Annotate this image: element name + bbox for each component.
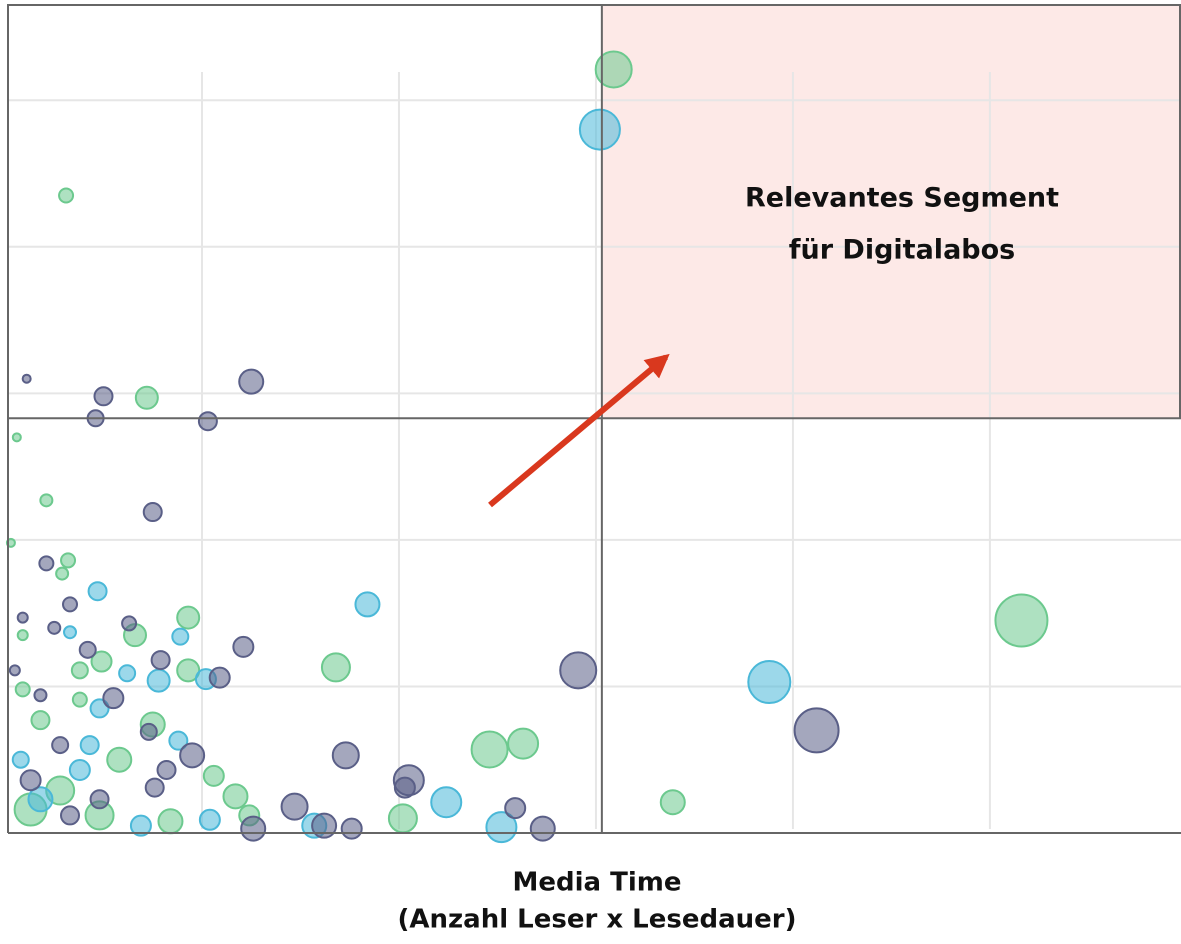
bubble (142, 502, 163, 523)
bubble (62, 596, 79, 613)
bubble (38, 555, 55, 572)
bubble (222, 783, 249, 810)
bubble (179, 742, 206, 769)
bubble (118, 664, 137, 683)
bubble (27, 786, 54, 813)
bubble (68, 758, 91, 781)
bubble (21, 373, 32, 384)
bubble (387, 803, 418, 834)
bubble (430, 786, 463, 819)
x-axis-label: (Anzahl Leser x Lesedauer) (398, 905, 797, 935)
bubble (157, 808, 184, 835)
bubble (30, 710, 51, 731)
bubble (93, 386, 114, 407)
arrow (488, 353, 670, 508)
bubble (47, 620, 62, 635)
bubble (16, 611, 29, 624)
bubble (11, 750, 30, 769)
bubble (144, 777, 165, 798)
bubble (171, 627, 190, 646)
bubble (393, 776, 416, 799)
bubble (311, 812, 338, 839)
bubble (202, 764, 225, 787)
bubble (90, 650, 113, 673)
bubble (33, 688, 48, 703)
bubble (146, 668, 171, 693)
bubble (176, 605, 201, 630)
bubble (578, 108, 621, 151)
bubble (240, 815, 267, 842)
bubble (197, 411, 218, 432)
bubble (507, 727, 540, 760)
bubble (354, 591, 381, 618)
bubble (168, 730, 189, 751)
bubble (320, 652, 351, 683)
bubble (156, 759, 177, 780)
bubble (139, 722, 158, 741)
bubble (559, 651, 598, 690)
bubble (331, 741, 360, 770)
bubble (51, 736, 70, 755)
bubble (55, 566, 70, 581)
bubble (659, 789, 686, 816)
highlight-region (601, 5, 1181, 419)
bubble (198, 808, 221, 831)
bubble (238, 368, 265, 395)
bubble (87, 581, 108, 602)
x-axis-label: Media Time (513, 868, 682, 898)
bubble (71, 691, 88, 708)
bubble (79, 735, 100, 756)
bubble (78, 640, 97, 659)
bubble (485, 811, 518, 844)
bubble (129, 814, 152, 837)
bubble (121, 615, 138, 632)
bubble (150, 650, 171, 671)
bubble (8, 664, 21, 677)
bubble (16, 629, 29, 642)
annotation: für Digitalabos (789, 235, 1015, 266)
bubble (529, 815, 556, 842)
bubble (70, 661, 89, 680)
bubble (793, 707, 840, 754)
bubble (89, 789, 110, 810)
bubble (106, 746, 133, 773)
bubble (594, 50, 633, 89)
bubble (747, 660, 792, 705)
bubble (60, 805, 81, 826)
bubble (58, 187, 75, 204)
bubble (994, 593, 1049, 648)
bubble (19, 769, 42, 792)
bubble (14, 681, 31, 698)
bubble (63, 625, 78, 640)
bubble (60, 552, 77, 569)
bubble (208, 666, 231, 689)
bubble (470, 730, 509, 769)
bubble (39, 493, 54, 508)
bubble (232, 635, 255, 658)
bubble (504, 797, 527, 820)
bubble (11, 432, 22, 443)
bubble (176, 658, 201, 683)
annotation: Relevantes Segment (745, 183, 1059, 214)
bubble (134, 385, 159, 410)
bubble (102, 687, 125, 710)
bubble (340, 817, 363, 840)
bubble (280, 792, 309, 821)
